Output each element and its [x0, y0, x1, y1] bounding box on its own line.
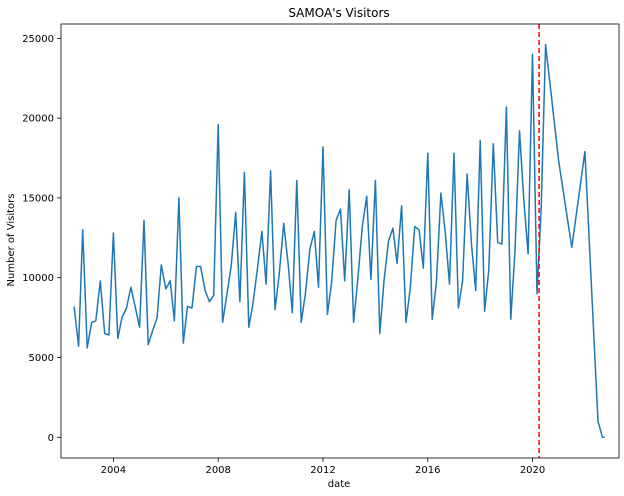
y-tick-label: 10000 [22, 273, 54, 284]
y-axis: 0 5000 10000 15000 20000 25000 [22, 34, 61, 444]
x-tick-label: 2020 [520, 465, 545, 476]
y-tick-label: 15000 [22, 193, 54, 204]
y-tick-label: 25000 [22, 34, 54, 45]
series-line [73, 43, 605, 439]
x-axis-label: date [328, 479, 351, 490]
x-axis: 2004 2008 2012 2016 2020 [101, 458, 545, 476]
x-tick-label: 2008 [205, 465, 230, 476]
series-line-group [73, 43, 605, 439]
x-tick-label: 2012 [310, 465, 335, 476]
y-tick-label: 20000 [22, 114, 54, 125]
x-tick-label: 2004 [101, 465, 126, 476]
plot-frame [60, 23, 620, 459]
y-tick-label: 5000 [29, 353, 54, 364]
x-tick-label: 2016 [415, 465, 440, 476]
y-axis-label: Number of Visitors [6, 194, 17, 287]
chart-title: SAMOA's Visitors [288, 6, 389, 20]
y-tick-label: 0 [48, 433, 54, 444]
